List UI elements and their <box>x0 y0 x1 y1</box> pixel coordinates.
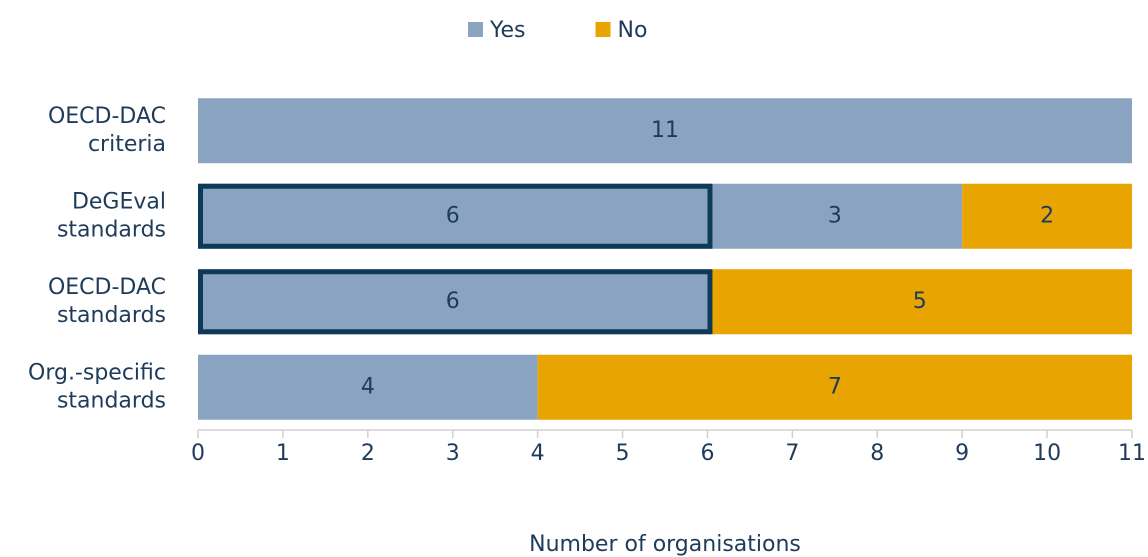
highlight-outline <box>198 183 713 249</box>
y-tick-label-line: OECD-DAC <box>48 104 166 129</box>
bar-segment <box>537 354 1132 420</box>
data-label: 6 <box>446 289 460 314</box>
x-tick-label: 2 <box>361 441 375 466</box>
legend-swatch <box>468 22 483 37</box>
highlight-outline <box>198 269 713 335</box>
bar-segment <box>707 269 1132 335</box>
x-tick-label: 5 <box>616 441 630 466</box>
x-tick-label: 4 <box>531 441 545 466</box>
x-tick-label: 10 <box>1033 441 1061 466</box>
y-tick-label-line: standards <box>57 388 166 413</box>
y-tick-label-line: standards <box>57 303 166 328</box>
bar-segment <box>198 269 708 335</box>
data-label: 7 <box>828 374 842 399</box>
x-tick-label: 6 <box>700 441 714 466</box>
legend-label: Yes <box>489 18 526 43</box>
bar-segment <box>962 183 1132 249</box>
bar-segment <box>198 354 538 420</box>
y-tick-label-line: criteria <box>88 132 166 157</box>
bar-segment <box>198 98 1132 164</box>
x-tick-label: 8 <box>870 441 884 466</box>
y-tick-label-line: OECD-DAC <box>48 275 166 300</box>
y-tick-label: OECD-DAC criteria <box>48 104 166 157</box>
y-tick-label-line: Org.-specific <box>28 360 166 385</box>
legend-label: No <box>618 18 648 43</box>
y-tick-label: OECD-DAC standards <box>48 275 166 328</box>
data-label: 4 <box>361 374 375 399</box>
y-tick-label-line: standards <box>57 217 166 242</box>
x-tick-label: 1 <box>276 441 290 466</box>
y-tick-label-line: DeGEval <box>72 189 166 214</box>
data-label: 11 <box>651 118 679 143</box>
y-tick-label: DeGEval standards <box>57 189 166 242</box>
bar-segment <box>707 183 963 249</box>
x-tick-label: 0 <box>191 441 205 466</box>
data-label: 6 <box>446 203 460 228</box>
data-label: 3 <box>828 203 842 228</box>
x-tick-label: 9 <box>955 441 969 466</box>
x-tick-label: 7 <box>785 441 799 466</box>
x-tick-label: 3 <box>446 441 460 466</box>
data-label: 2 <box>1040 203 1054 228</box>
x-tick-label: 11 <box>1118 441 1146 466</box>
x-axis-title: Number of organisations <box>529 532 801 557</box>
bar-segment <box>198 183 708 249</box>
data-label: 5 <box>913 289 927 314</box>
y-tick-label: Org.-specific standards <box>28 360 166 413</box>
legend-swatch <box>595 22 611 37</box>
